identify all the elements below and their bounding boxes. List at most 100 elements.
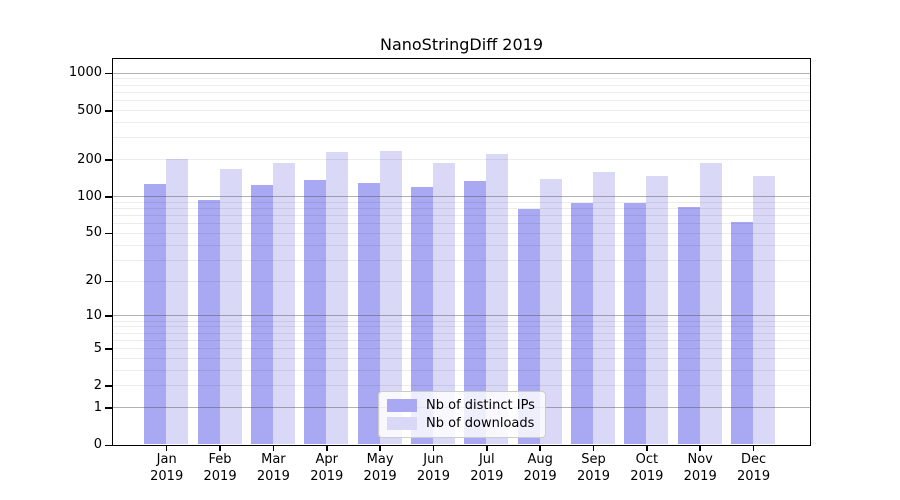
bar-downloads: [219, 169, 242, 445]
x-tick-label: Jan 2019: [127, 451, 207, 485]
bar-distinct-ips: [677, 206, 700, 445]
plot-area: [111, 57, 811, 446]
x-tick-mark: [165, 446, 168, 451]
y-minor-gridline: [112, 223, 810, 225]
y-tick-label: 10: [85, 307, 102, 323]
y-minor-gridline: [112, 339, 810, 341]
y-tick-label: 200: [77, 151, 102, 167]
y-minor-gridline: [112, 326, 810, 328]
x-tick-label: Sep 2019: [554, 451, 634, 485]
bar-distinct-ips: [144, 183, 167, 445]
bar-distinct-ips: [410, 187, 433, 445]
y-minor-gridline: [112, 232, 810, 234]
x-tick-year: 2019: [310, 469, 344, 484]
x-tick-label: May 2019: [340, 451, 420, 485]
y-tick-label: 1: [93, 399, 102, 415]
x-tick-year: 2019: [363, 469, 397, 484]
x-tick-month: Apr: [315, 452, 339, 467]
y-tick-label: 100: [77, 188, 102, 204]
legend-swatch-distinct-ips: [387, 399, 417, 412]
x-tick-mark: [539, 446, 541, 451]
y-tick-label: 0: [93, 437, 102, 452]
y-minor-gridline: [112, 159, 810, 161]
bar-distinct-ips: [731, 222, 754, 445]
y-minor-gridline: [112, 332, 810, 334]
y-minor-gridline: [112, 137, 810, 139]
x-tick-year: 2019: [630, 469, 664, 484]
y-major-gridline: [112, 315, 810, 317]
x-tick-mark: [219, 446, 221, 451]
x-tick-label: Oct 2019: [607, 451, 687, 485]
legend-item-downloads: Nb of downloads: [387, 416, 535, 431]
x-tick-month: May: [366, 452, 394, 467]
x-tick-year: 2019: [470, 469, 504, 484]
bar-downloads: [646, 176, 669, 445]
y-minor-gridline: [112, 244, 810, 246]
x-tick-mark: [752, 446, 755, 451]
y-minor-gridline: [112, 348, 810, 350]
x-tick-mark: [432, 446, 435, 451]
x-tick-month: Mar: [261, 452, 286, 467]
y-tick-mark: [105, 196, 112, 198]
x-tick-label: Jul 2019: [447, 451, 527, 485]
x-tick-mark: [272, 446, 275, 451]
x-tick-month: Oct: [635, 452, 659, 467]
x-tick-mark: [486, 446, 488, 451]
bar-downloads: [486, 154, 509, 445]
y-tick-label: 2: [93, 377, 102, 393]
x-tick-month: Jan: [156, 452, 177, 467]
x-tick-year: 2019: [683, 469, 717, 484]
bar-downloads: [432, 163, 455, 445]
y-tick-mark: [105, 232, 112, 235]
bar-distinct-ips: [357, 183, 380, 445]
y-tick-label: 500: [77, 102, 102, 118]
bar-downloads: [593, 171, 615, 445]
bar-downloads: [753, 176, 776, 445]
x-tick-month: Nov: [687, 452, 713, 467]
x-tick-year: 2019: [416, 469, 450, 484]
y-minor-gridline: [112, 385, 810, 387]
legend-label-distinct-ips: Nb of distinct IPs: [426, 398, 535, 413]
x-tick-year: 2019: [737, 469, 771, 484]
y-minor-gridline: [112, 122, 810, 124]
x-tick-month: Dec: [740, 452, 767, 467]
y-minor-gridline: [112, 110, 810, 112]
y-minor-gridline: [112, 100, 810, 102]
y-minor-gridline: [112, 91, 810, 93]
y-minor-gridline: [112, 357, 810, 359]
x-tick-label: Apr 2019: [287, 451, 367, 485]
y-tick-mark: [105, 348, 112, 350]
y-tick-mark: [105, 407, 112, 409]
bar-downloads: [166, 159, 189, 445]
y-tick-label: 5: [93, 340, 102, 356]
bar-downloads: [272, 163, 295, 445]
x-tick-month: Jun: [423, 452, 444, 467]
bar-distinct-ips: [571, 203, 593, 445]
x-tick-label: Aug 2019: [500, 451, 580, 485]
x-tick-year: 2019: [150, 469, 184, 484]
y-tick-mark: [105, 315, 112, 317]
y-major-gridline: [112, 196, 810, 198]
bar-distinct-ips: [464, 180, 487, 445]
bar-distinct-ips: [304, 179, 327, 445]
legend-item-distinct-ips: Nb of distinct IPs: [387, 398, 535, 413]
legend: Nb of distinct IPs Nb of downloads: [378, 391, 546, 438]
y-tick-label: 20: [85, 273, 102, 289]
legend-swatch-downloads: [387, 417, 417, 430]
bars-layer: [113, 59, 810, 445]
bar-distinct-ips: [197, 200, 220, 445]
y-minor-gridline: [112, 320, 810, 322]
y-tick-label: 50: [85, 225, 102, 241]
legend-label-downloads: Nb of downloads: [426, 416, 535, 431]
x-tick-mark: [699, 446, 701, 451]
x-tick-month: Feb: [208, 452, 232, 467]
y-tick-label: 1000: [68, 65, 102, 81]
y-minor-gridline: [112, 201, 810, 203]
bar-distinct-ips: [250, 184, 273, 445]
y-minor-gridline: [112, 259, 810, 261]
x-tick-year: 2019: [203, 469, 237, 484]
x-tick-year: 2019: [523, 469, 557, 484]
y-tick-mark: [105, 159, 112, 161]
bar-downloads: [539, 178, 562, 445]
